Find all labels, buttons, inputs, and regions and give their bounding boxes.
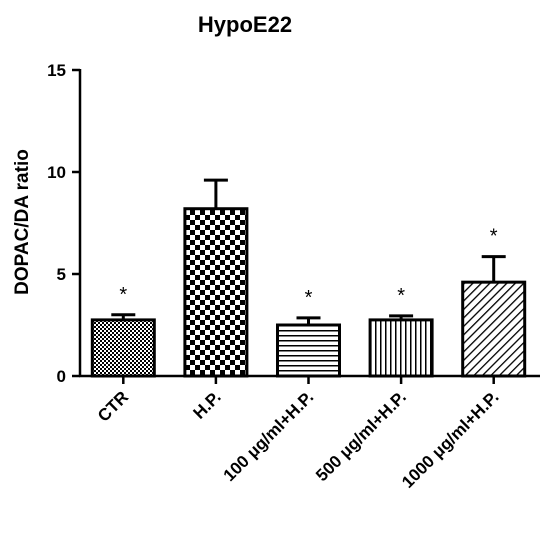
y-tick-label: 10 xyxy=(47,163,66,182)
y-axis-label: DOPAC/DA ratio xyxy=(12,149,33,295)
x-tick-label: H.P. xyxy=(189,387,224,422)
bar xyxy=(461,280,527,378)
y-tick-label: 5 xyxy=(57,265,66,284)
x-tick-label: 500 μg/ml+H.P. xyxy=(312,387,410,485)
x-tick-label: CTR xyxy=(94,387,132,425)
bar xyxy=(276,323,341,378)
x-tick-label: 100 μg/ml+H.P. xyxy=(220,387,318,485)
chart-title: HypoE22 xyxy=(198,12,292,37)
y-tick-label: 0 xyxy=(57,367,66,386)
y-tick-label: 15 xyxy=(47,61,66,80)
bar xyxy=(90,318,156,378)
x-tick-label: 1000 μg/ml+H.P. xyxy=(398,387,502,491)
significance-marker: * xyxy=(490,226,498,248)
bar xyxy=(183,207,249,378)
significance-marker: * xyxy=(305,287,313,309)
significance-marker: * xyxy=(119,284,127,306)
bar xyxy=(368,318,434,378)
significance-marker: * xyxy=(397,285,405,307)
